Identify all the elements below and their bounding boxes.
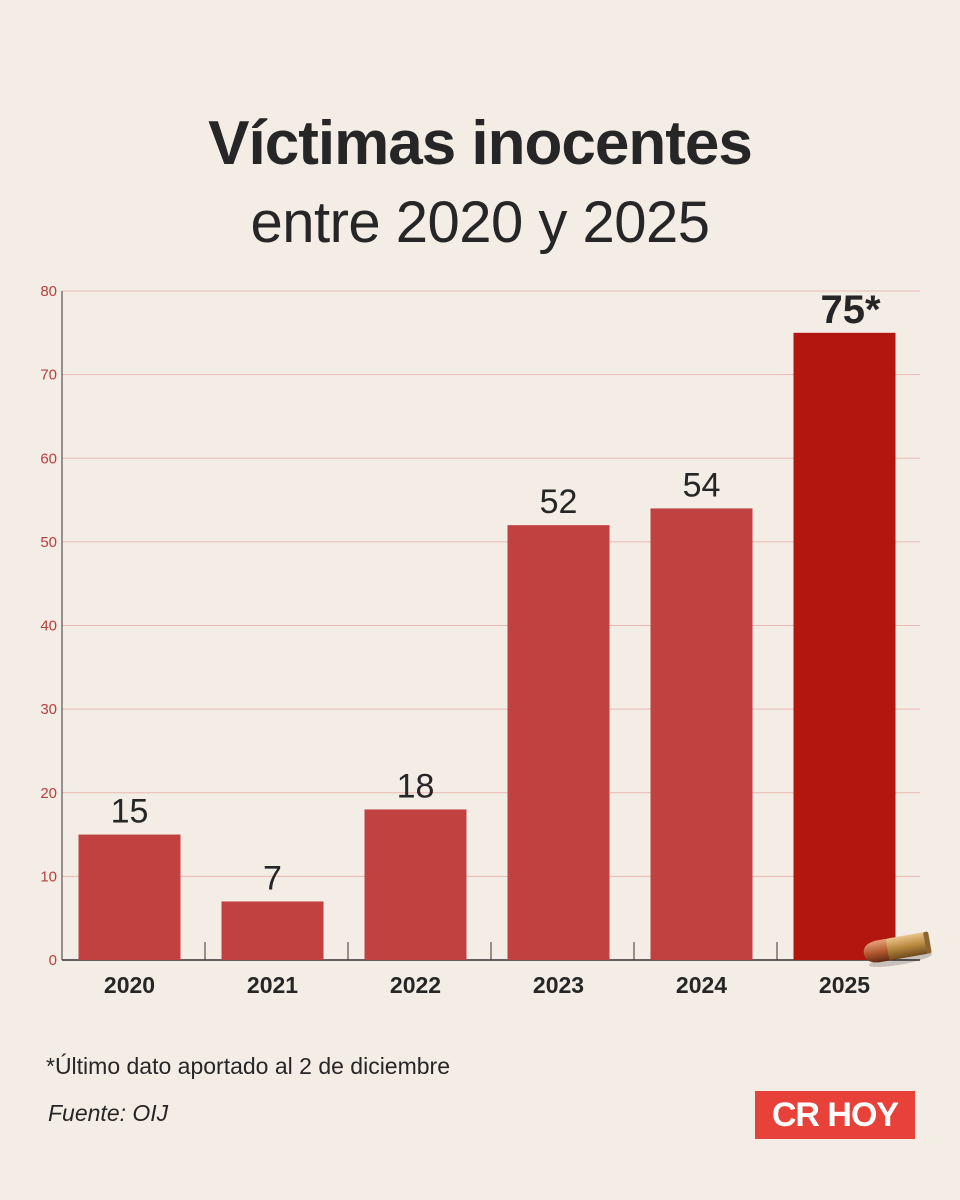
chart-subtitle: entre 2020 y 2025 <box>250 190 710 255</box>
value-label-2023: 52 <box>540 483 578 521</box>
axes <box>61 291 920 961</box>
bar-2020 <box>78 834 181 960</box>
value-label-2020: 15 <box>111 793 149 831</box>
bar-2022 <box>364 809 467 960</box>
x-tick-label-2023: 2023 <box>533 972 584 998</box>
bars <box>78 332 896 960</box>
x-tick-label-2025: 2025 <box>819 972 870 998</box>
bar-2021 <box>221 901 324 960</box>
cr-hoy-logo: CR HOY <box>755 1091 915 1139</box>
bar-2024 <box>650 508 753 960</box>
x-tick-label-2020: 2020 <box>104 972 155 998</box>
value-label-2025: 75* <box>820 288 880 332</box>
x-tick-label-2022: 2022 <box>390 972 441 998</box>
x-tick-label-2024: 2024 <box>676 972 727 998</box>
y-tick-label: 10 <box>40 868 57 885</box>
y-tick-label: 50 <box>40 534 57 551</box>
y-tick-label: 70 <box>40 367 57 384</box>
bullet-icon <box>863 931 932 967</box>
footnote: *Último dato aportado al 2 de diciembre <box>46 1053 451 1079</box>
bar-chart: 0 10 20 30 40 50 60 70 80 15 2020 7 2021 18 2022 52 2023… <box>40 283 932 998</box>
y-tick-label: 30 <box>40 701 57 718</box>
y-tick-label: 80 <box>40 283 57 300</box>
bar-2023 <box>507 525 610 960</box>
grid-lines <box>62 290 920 877</box>
y-tick-label: 0 <box>49 952 57 969</box>
y-tick-label: 60 <box>40 450 57 467</box>
value-label-2021: 7 <box>263 859 282 897</box>
value-label-2022: 18 <box>397 767 435 805</box>
y-tick-label: 20 <box>40 785 57 802</box>
source-note: Fuente: OIJ <box>48 1100 169 1126</box>
chart-title: Víctimas inocentes <box>208 109 753 178</box>
x-tick-label-2021: 2021 <box>247 972 298 998</box>
value-label-2024: 54 <box>683 466 721 504</box>
y-tick-label: 40 <box>40 618 57 635</box>
labels: 0 10 20 30 40 50 60 70 80 15 2020 7 2021 18 2022 52 2023… <box>40 283 881 998</box>
bar-2025 <box>793 332 896 960</box>
